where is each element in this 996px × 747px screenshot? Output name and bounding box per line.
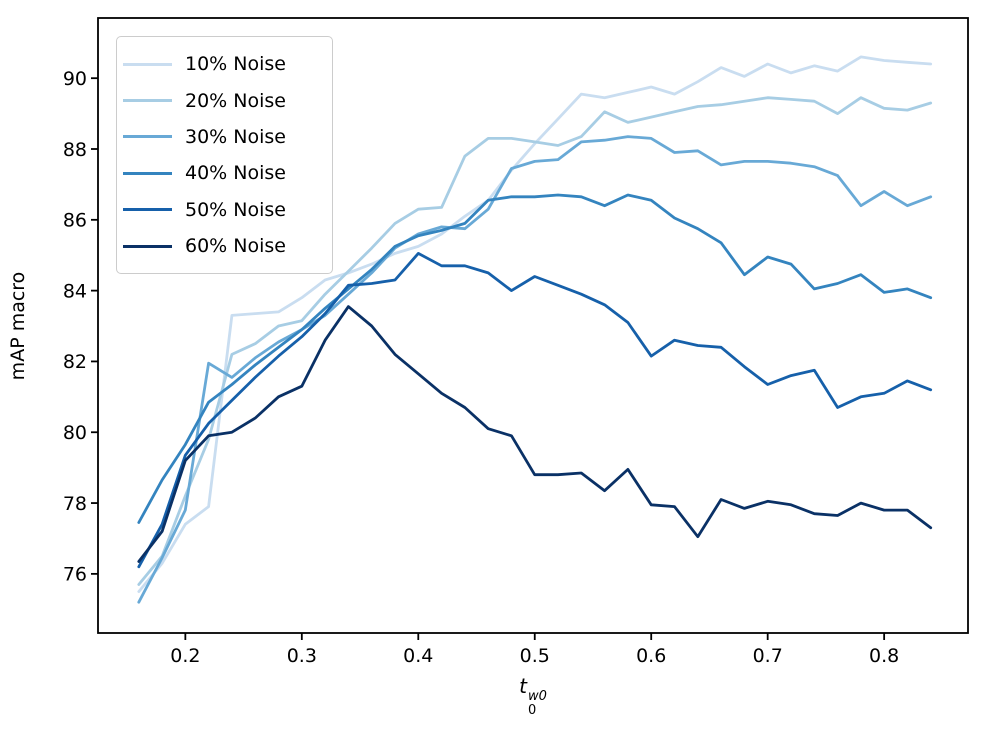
x-tick-label: 0.7: [753, 645, 783, 667]
series-line-60-noise: [137, 305, 933, 563]
series-line-50-noise: [137, 251, 933, 569]
legend-line-swatch: [123, 135, 172, 139]
x-axis-label-scripts: w0 0: [527, 689, 547, 719]
x-tick-label: 0.4: [403, 645, 433, 667]
legend-item-label: 20% Noise: [185, 89, 286, 112]
series-line-40-noise: [137, 193, 933, 524]
series-line-30-noise: [137, 135, 933, 604]
legend-item: 50% Noise: [123, 192, 286, 228]
legend-item-label: 60% Noise: [185, 235, 286, 258]
y-axis-label: mAP macro: [7, 272, 29, 381]
y-tick-label: 88: [63, 139, 87, 161]
legend-item-label: 10% Noise: [185, 53, 286, 76]
legend-item-label: 50% Noise: [185, 198, 286, 221]
x-axis-label-superscript: w0: [527, 689, 547, 704]
data-series-lines: [137, 55, 933, 604]
legend-line-swatch: [123, 171, 172, 175]
legend-item-label: 30% Noise: [185, 125, 286, 148]
legend-line-swatch: [123, 62, 172, 66]
x-tick-label: 0.6: [636, 645, 666, 667]
y-tick-label: 76: [63, 564, 87, 586]
y-tick-label: 78: [63, 493, 87, 515]
legend: 10% Noise 20% Noise 30% Noise 40% Noise …: [116, 36, 333, 275]
x-axis-label-base: t: [519, 674, 527, 698]
series-line-20-noise: [137, 96, 933, 586]
legend-item: 30% Noise: [123, 119, 286, 155]
x-tick-label: 0.3: [287, 645, 317, 667]
y-tick-label: 80: [63, 422, 87, 444]
legend-item: 60% Noise: [123, 228, 286, 264]
x-tick-label: 0.5: [520, 645, 550, 667]
x-tick-label: 0.2: [170, 645, 200, 667]
legend-item-label: 40% Noise: [185, 162, 286, 185]
legend-item: 10% Noise: [123, 46, 286, 82]
series-line-10-noise: [137, 55, 933, 593]
legend-line-swatch: [123, 99, 172, 103]
x-axis-label-subscript: 0: [527, 703, 537, 719]
legend-item: 40% Noise: [123, 155, 286, 191]
y-tick-label: 82: [63, 351, 87, 373]
legend-item: 20% Noise: [123, 82, 286, 118]
legend-line-swatch: [123, 244, 172, 248]
y-tick-label: 84: [63, 280, 87, 302]
legend-line-swatch: [123, 208, 172, 212]
y-tick-label: 90: [63, 68, 87, 90]
x-axis-label: t w0 0: [519, 674, 547, 719]
x-tick-label: 0.8: [869, 645, 899, 667]
axes-frame: 0.2 0.3 0.4 0.5 0.6 0.7 0.8 76 78 80 82 84 86 88 90: [63, 17, 969, 667]
y-tick-label: 86: [63, 210, 87, 232]
